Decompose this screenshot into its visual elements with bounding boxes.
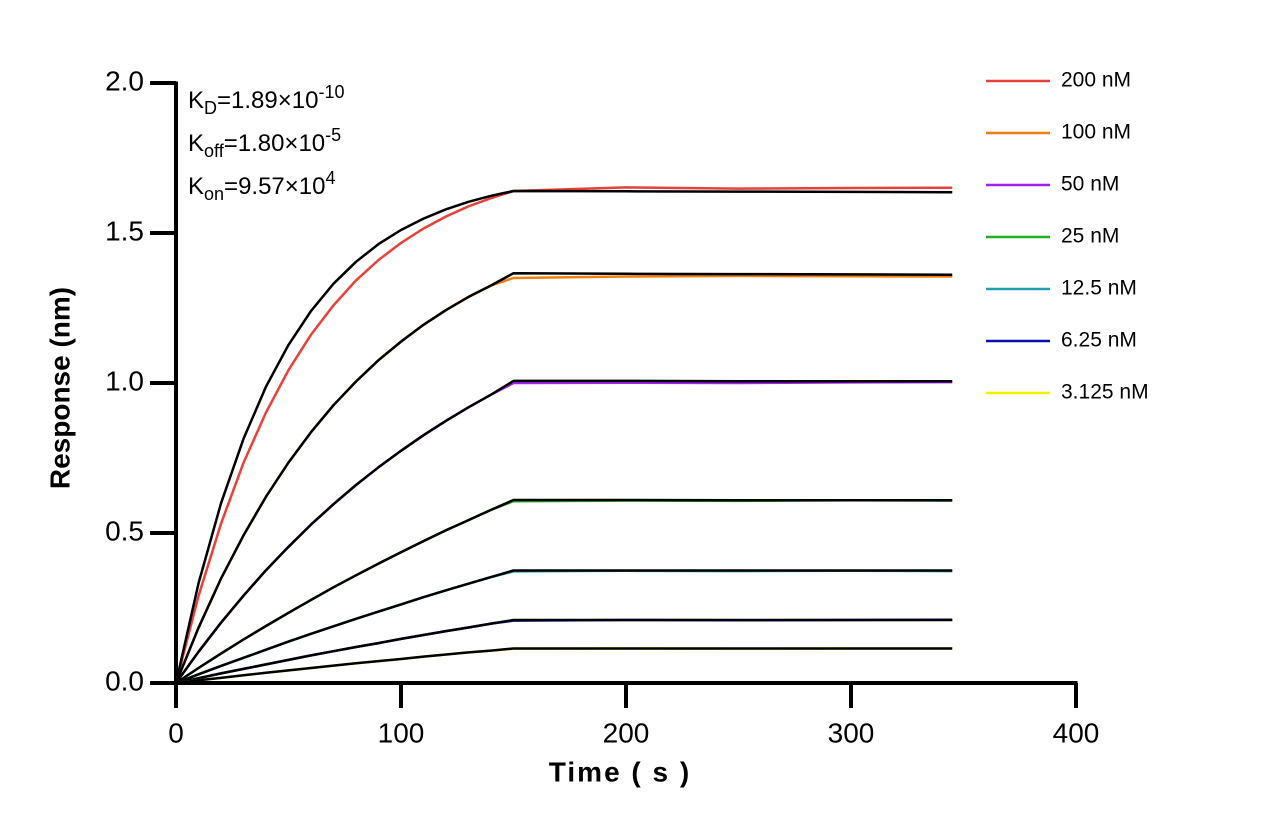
fit-line <box>174 271 953 684</box>
x-tick-label: 400 <box>1053 717 1100 748</box>
legend-label: 25 nM <box>1061 225 1119 248</box>
fit-line <box>175 569 953 685</box>
y-tick-label: 0.5 <box>105 515 144 546</box>
fit-line <box>174 189 953 684</box>
annotation: Koff=1.80×10-5 <box>188 125 341 161</box>
annotation-main: K <box>188 173 204 200</box>
legend-label: 200 nM <box>1061 69 1131 92</box>
annotation-sub: D <box>204 98 217 118</box>
y-tick-label: 1.0 <box>105 365 144 396</box>
x-tick-label: 200 <box>603 717 650 748</box>
annotation-sup: -5 <box>325 125 341 145</box>
y-tick-label: 0.0 <box>105 665 144 696</box>
x-tick-label: 100 <box>378 717 425 748</box>
annotation: KD=1.89×10-10 <box>188 82 344 118</box>
annotation-text: =9.57×10 <box>224 173 325 200</box>
fit-line <box>174 379 953 684</box>
y-tick-label: 1.5 <box>105 215 144 246</box>
x-axis-label: Time ( s ) <box>549 756 691 787</box>
legend-label: 50 nM <box>1061 173 1119 196</box>
annotation-sup: -10 <box>318 82 344 102</box>
legend-label: 100 nM <box>1061 121 1131 144</box>
annotation-sub: off <box>204 141 225 161</box>
annotation-main: K <box>188 130 204 157</box>
annotation-sup: 4 <box>325 168 335 188</box>
x-tick-label: 0 <box>168 717 184 748</box>
legend-label: 12.5 nM <box>1061 277 1137 300</box>
annotation-text: =1.80×10 <box>224 130 325 157</box>
legend-label: 6.25 nM <box>1061 329 1137 352</box>
annotation-sub: on <box>204 184 224 204</box>
y-axis-label: Response (nm) <box>44 287 75 489</box>
legend-label: 3.125 nM <box>1061 381 1149 404</box>
y-tick-label: 2.0 <box>105 65 144 96</box>
x-tick-label: 300 <box>828 717 875 748</box>
annotation-main: K <box>188 87 204 114</box>
fit-line <box>175 498 953 685</box>
fit-line <box>175 618 953 685</box>
data-line <box>174 186 953 684</box>
fit-line <box>175 647 953 685</box>
annotation-text: =1.89×10 <box>217 87 318 114</box>
annotation: Kon=9.57×104 <box>188 168 336 204</box>
